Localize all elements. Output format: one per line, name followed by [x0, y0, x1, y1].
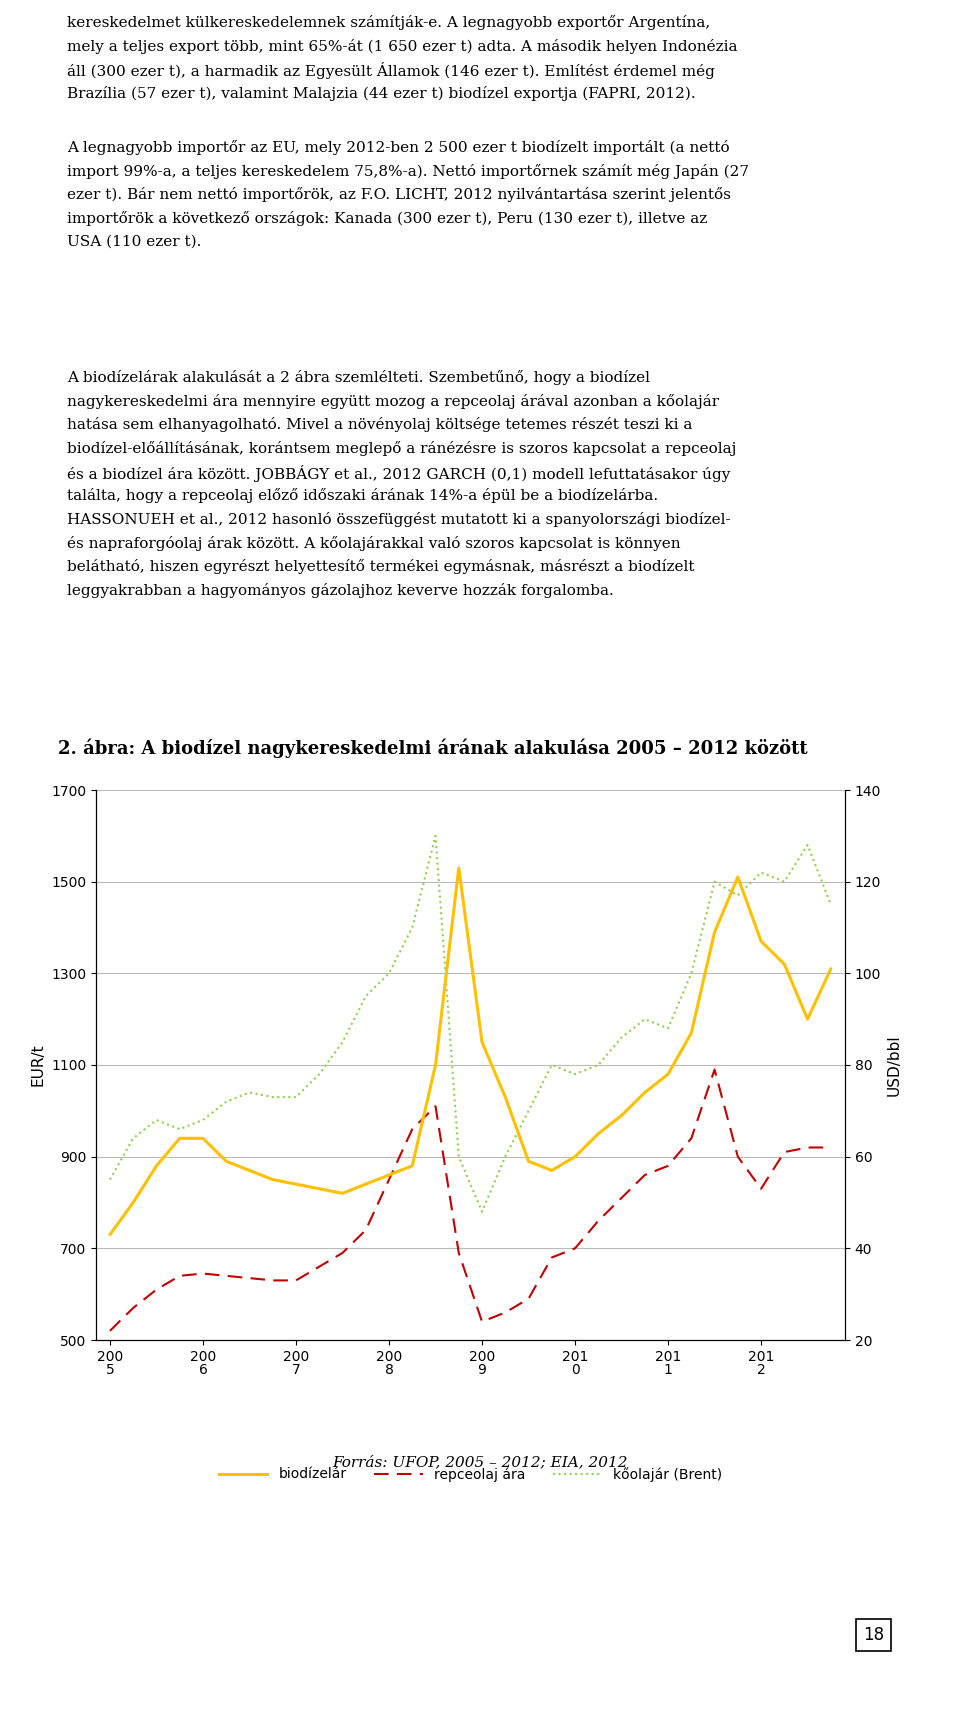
Text: importőrök a következő országok: Kanada (300 ezer t), Peru (130 ezer t), illetve: importőrök a következő országok: Kanada … [67, 212, 708, 226]
Text: ezer t). Bár nem nettó importőrök, az F.O. LICHT, 2012 nyilvántartása szerint je: ezer t). Bár nem nettó importőrök, az F.… [67, 188, 732, 203]
Text: találta, hogy a repceolaj előző időszaki árának 14%-a épül be a biodízelárba.: találta, hogy a repceolaj előző időszaki… [67, 489, 659, 503]
Text: Brazília (57 ezer t), valamint Malajzia (44 ezer t) biodízel exportja (FAPRI, 20: Brazília (57 ezer t), valamint Malajzia … [67, 86, 696, 102]
Text: Forrás: UFOP, 2005 – 2012; EIA, 2012: Forrás: UFOP, 2005 – 2012; EIA, 2012 [332, 1455, 628, 1469]
Y-axis label: EUR/t: EUR/t [31, 1044, 45, 1087]
Text: nagykereskedelmi ára mennyire együtt mozog a repceolaj árával azonban a kőolajár: nagykereskedelmi ára mennyire együtt moz… [67, 394, 719, 408]
Text: A legnagyobb importőr az EU, mely 2012-ben 2 500 ezer t biodízelt importált (a n: A legnagyobb importőr az EU, mely 2012-b… [67, 139, 730, 155]
Y-axis label: USD/bbl: USD/bbl [886, 1035, 901, 1095]
Text: A biodízelárak alakulását a 2 ábra szemlélteti. Szembetűnő, hogy a biodízel: A biodízelárak alakulását a 2 ábra szeml… [67, 370, 650, 386]
Text: leggyakrabban a hagyományos gázolajhoz keverve hozzák forgalomba.: leggyakrabban a hagyományos gázolajhoz k… [67, 584, 614, 598]
Text: belátható, hiszen egyrészt helyettesítő termékei egymásnak, másrészt a biodízelt: belátható, hiszen egyrészt helyettesítő … [67, 560, 695, 575]
Text: áll (300 ezer t), a harmadik az Egyesült Államok (146 ezer t). Említést érdemel : áll (300 ezer t), a harmadik az Egyesült… [67, 62, 715, 79]
Text: import 99%-a, a teljes kereskedelem 75,8%-a). Nettó importőrnek számít még Japán: import 99%-a, a teljes kereskedelem 75,8… [67, 164, 749, 179]
Text: mely a teljes export több, mint 65%-át (1 650 ezer t) adta. A második helyen Ind: mely a teljes export több, mint 65%-át (… [67, 38, 737, 53]
Text: HASSONUEH et al., 2012 hasonló összefüggést mutatott ki a spanyolországi biodíze: HASSONUEH et al., 2012 hasonló összefügg… [67, 511, 731, 527]
Text: USA (110 ezer t).: USA (110 ezer t). [67, 234, 202, 248]
Text: 18: 18 [863, 1626, 884, 1645]
Text: 2. ábra: A biodízel nagykereskedelmi árának alakulása 2005 – 2012 között: 2. ábra: A biodízel nagykereskedelmi árá… [58, 739, 807, 758]
Text: és napraforgóolaj árak között. A kőolajárakkal való szoros kapcsolat is könnyen: és napraforgóolaj árak között. A kőolajá… [67, 536, 681, 551]
Text: kereskedelmet külkereskedelemnek számítják-e. A legnagyobb exportőr Argentína,: kereskedelmet külkereskedelemnek számítj… [67, 15, 710, 29]
Text: hatása sem elhanyagolható. Mivel a növényolaj költsége tetemes részét teszi ki a: hatása sem elhanyagolható. Mivel a növén… [67, 417, 692, 432]
Text: és a biodízel ára között. JOBBÁGY et al., 2012 GARCH (0,1) modell lefuttatásakor: és a biodízel ára között. JOBBÁGY et al.… [67, 465, 731, 482]
Legend: biodízelár, repceolaj ára, kőolajár (Brent): biodízelár, repceolaj ára, kőolajár (Bre… [213, 1460, 728, 1488]
Text: biodízel-előállításának, korántsem meglepő a ránézésre is szoros kapcsolat a rep: biodízel-előállításának, korántsem megle… [67, 441, 736, 456]
